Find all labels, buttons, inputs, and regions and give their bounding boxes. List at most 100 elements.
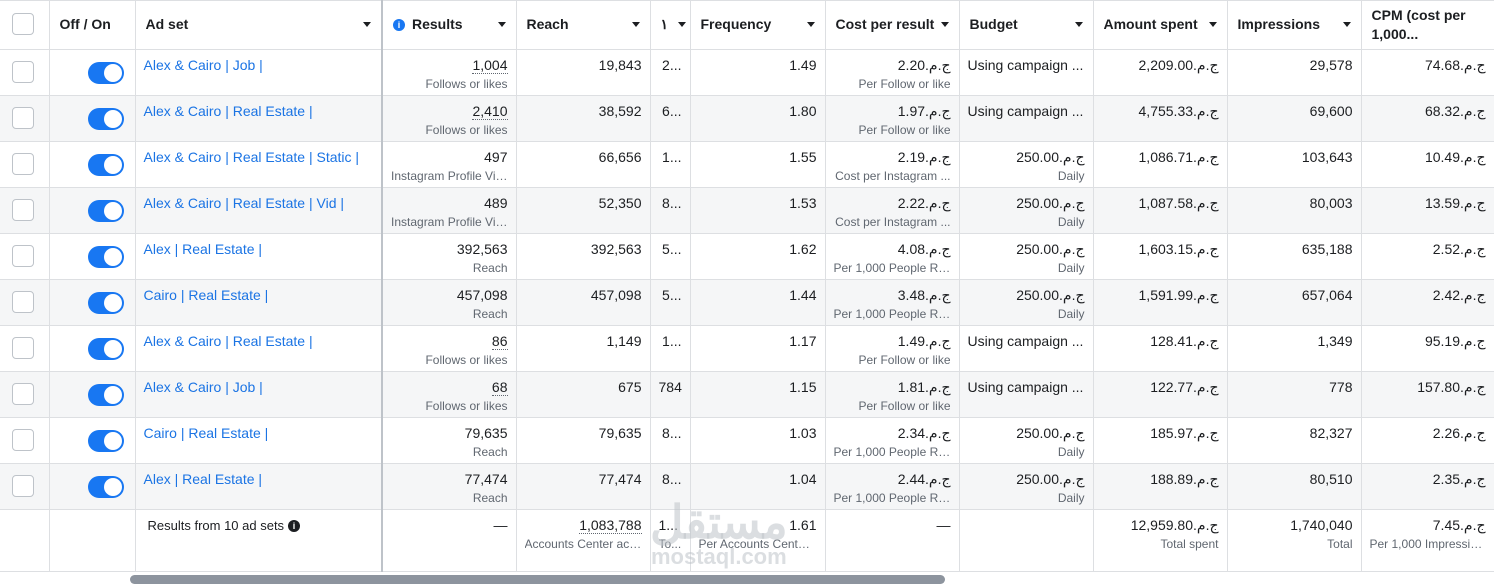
chevron-down-icon[interactable] xyxy=(1342,22,1351,27)
row-checkbox[interactable] xyxy=(12,383,34,405)
chevron-down-icon[interactable] xyxy=(677,22,686,27)
on-off-toggle[interactable] xyxy=(87,338,124,360)
chevron-down-icon[interactable] xyxy=(1074,22,1083,27)
on-off-toggle[interactable] xyxy=(87,200,124,222)
amount-spent-cell: ج.م.185.97 xyxy=(1093,417,1228,464)
reach-cell: 66,656 xyxy=(516,141,651,188)
cost-type: Per Follow or like xyxy=(858,77,951,91)
on-off-toggle[interactable] xyxy=(87,246,124,268)
reach-value: 457,098 xyxy=(590,287,642,303)
cpm-cell: ج.م.74.68 xyxy=(1361,49,1494,96)
totals-results-cell: — xyxy=(382,509,517,572)
table-row[interactable]: Alex & Cairo | Job | 1,004 Follows or like… xyxy=(0,49,1494,96)
row-checkbox[interactable] xyxy=(12,199,34,221)
ad-set-link[interactable]: Alex & Cairo | Real Estate | xyxy=(143,333,313,349)
cpm-cell: ج.م.2.35 xyxy=(1361,463,1494,510)
column-header-cpm[interactable]: CPM (cost per 1,000... xyxy=(1361,0,1494,50)
on-off-toggle[interactable] xyxy=(87,476,124,498)
impressions-value: 778 xyxy=(1329,379,1353,395)
ad-set-link[interactable]: Alex | Real Estate | xyxy=(143,471,263,487)
table-row[interactable]: Cairo | Real Estate | 457,098 Reach 457,098… xyxy=(0,279,1494,326)
totals-impressions-type: Total xyxy=(1327,537,1353,551)
on-off-toggle[interactable] xyxy=(87,292,124,314)
info-icon[interactable]: i xyxy=(288,520,301,532)
impressions-value: 657,064 xyxy=(1301,287,1353,303)
column-header-frequency[interactable]: Frequency xyxy=(690,0,826,50)
impressions-cell: 103,643 xyxy=(1227,141,1362,188)
row-select-cell xyxy=(0,417,50,464)
table-row[interactable]: Alex | Real Estate | 77,474 Reach 77,474 8..… xyxy=(0,463,1494,510)
on-off-toggle[interactable] xyxy=(87,384,124,406)
ad-set-link[interactable]: Cairo | Real Estate | xyxy=(143,287,269,303)
toggle-knob xyxy=(103,64,122,82)
row-checkbox[interactable] xyxy=(12,291,34,313)
column-header-ad-set[interactable]: Ad set xyxy=(135,0,383,50)
chevron-down-icon[interactable] xyxy=(363,22,371,27)
on-off-toggle[interactable] xyxy=(87,430,124,452)
results-cell: 489 Instagram Profile Vis... xyxy=(382,187,517,234)
frequency-value: 1.15 xyxy=(789,379,817,395)
truncated-cell: 5... xyxy=(650,233,691,280)
row-checkbox[interactable] xyxy=(12,475,34,497)
totals-spent: ج.م.12,959.80 xyxy=(1130,517,1219,533)
table-row[interactable]: Alex & Cairo | Real Estate | Vid | 489 Ins… xyxy=(0,187,1494,234)
toggle-knob xyxy=(103,340,122,358)
on-off-toggle[interactable] xyxy=(87,154,124,176)
row-select-cell xyxy=(0,279,50,326)
row-checkbox[interactable] xyxy=(12,337,34,359)
amount-spent-cell: ج.م.188.89 xyxy=(1093,463,1228,510)
horizontal-scrollbar[interactable] xyxy=(130,575,945,584)
column-header-impressions[interactable]: Impressions xyxy=(1227,0,1362,50)
ad-set-link[interactable]: Alex & Cairo | Job | xyxy=(143,57,263,73)
ad-set-link[interactable]: Alex & Cairo | Real Estate | Vid | xyxy=(143,195,345,211)
amount-spent-cell: ج.م.1,603.15 xyxy=(1093,233,1228,280)
cpm-cell: ج.م.157.80 xyxy=(1361,371,1494,418)
row-checkbox[interactable] xyxy=(12,429,34,451)
cost-per-result-cell: ج.م.2.22 Cost per Instagram ... xyxy=(825,187,960,234)
budget-cell: Using campaign ... xyxy=(959,325,1094,372)
cost-value: ج.م.4.08 xyxy=(897,241,951,257)
row-checkbox[interactable] xyxy=(12,245,34,267)
column-header-results[interactable]: i Results xyxy=(382,0,517,50)
table-row[interactable]: Alex & Cairo | Job | 68 Follows or likes 67… xyxy=(0,371,1494,418)
chevron-down-icon[interactable] xyxy=(940,22,949,27)
chevron-down-icon[interactable] xyxy=(806,22,815,27)
table-row[interactable]: Alex | Real Estate | 392,563 Reach 392,563 5… xyxy=(0,233,1494,280)
ad-set-name-cell: Alex & Cairo | Real Estate | Vid | xyxy=(135,187,383,234)
results-value: 1,004 xyxy=(472,57,508,74)
ad-set-link[interactable]: Alex & Cairo | Job | xyxy=(143,379,263,395)
info-icon[interactable]: i xyxy=(393,18,405,31)
ad-set-link[interactable]: Alex | Real Estate | xyxy=(143,241,263,257)
ad-set-name-cell: Alex & Cairo | Job | xyxy=(135,49,383,96)
results-value: 86 xyxy=(491,333,508,350)
column-header-amount-spent[interactable]: Amount spent xyxy=(1093,0,1228,50)
table-row[interactable]: Alex & Cairo | Real Estate | 86 Follows or… xyxy=(0,325,1494,372)
table-row[interactable]: Cairo | Real Estate | 79,635 Reach 79,635 8.… xyxy=(0,417,1494,464)
reach-value: 19,843 xyxy=(598,57,642,73)
toggle-knob xyxy=(103,478,122,496)
results-type: Follows or likes xyxy=(425,77,508,91)
table-row[interactable]: Alex & Cairo | Real Estate | Static | 497… xyxy=(0,141,1494,188)
row-toggle-cell xyxy=(49,417,136,464)
row-checkbox[interactable] xyxy=(12,153,34,175)
ad-set-link[interactable]: Cairo | Real Estate | xyxy=(143,425,269,441)
select-all-checkbox[interactable] xyxy=(12,13,34,35)
on-off-toggle[interactable] xyxy=(87,62,124,84)
impressions-value: 635,188 xyxy=(1301,241,1353,257)
column-header-cost-per-result[interactable]: Cost per result xyxy=(825,0,960,50)
row-checkbox[interactable] xyxy=(12,61,34,83)
column-header-truncated[interactable]: ١ xyxy=(650,0,691,50)
ad-set-link[interactable]: Alex & Cairo | Real Estate | Static | xyxy=(143,149,360,165)
chevron-down-icon[interactable] xyxy=(497,22,506,27)
ad-set-link[interactable]: Alex & Cairo | Real Estate | xyxy=(143,103,313,119)
column-header-reach[interactable]: Reach xyxy=(516,0,651,50)
chevron-down-icon[interactable] xyxy=(1208,22,1217,27)
column-header-budget[interactable]: Budget xyxy=(959,0,1094,50)
on-off-toggle[interactable] xyxy=(87,108,124,130)
chevron-down-icon[interactable] xyxy=(631,22,640,27)
row-checkbox[interactable] xyxy=(12,107,34,129)
budget-cell: ج.م.250.00 Daily xyxy=(959,417,1094,464)
budget-cell: ج.م.250.00 Daily xyxy=(959,187,1094,234)
table-row[interactable]: Alex & Cairo | Real Estate | 2,410 Follows… xyxy=(0,95,1494,142)
column-header-off-on[interactable]: Off / On xyxy=(49,0,136,50)
